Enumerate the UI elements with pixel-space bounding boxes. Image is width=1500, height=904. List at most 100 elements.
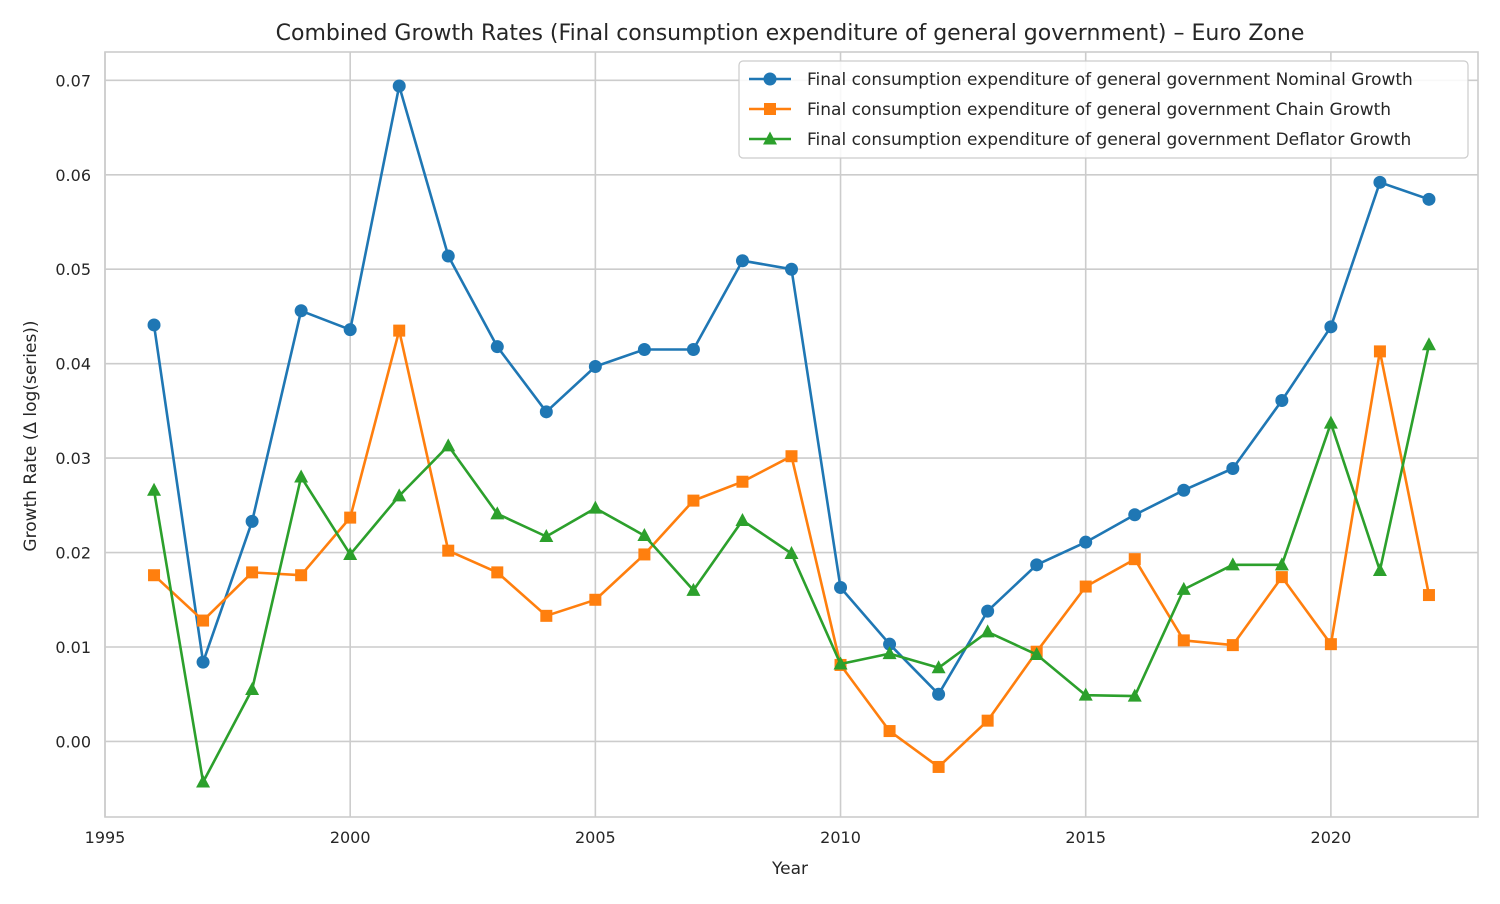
data-point (1078, 687, 1093, 701)
data-point (785, 450, 798, 463)
x-tick-label: 2020 (1311, 828, 1352, 847)
x-axis-label: Year (771, 859, 808, 879)
x-tick-label: 2005 (575, 828, 616, 847)
x-axis-ticks: 1995 2000 2005 2010 2015 2020 (85, 828, 1352, 847)
data-point (588, 360, 602, 373)
data-point (784, 546, 799, 559)
legend-entry: Final consumption expenditure of general… (749, 100, 1391, 120)
y-tick-label: 0.00 (55, 732, 91, 751)
data-point (148, 569, 161, 582)
data-point (1226, 462, 1240, 475)
data-point (883, 637, 897, 651)
y-tick-label: 0.06 (55, 166, 91, 185)
y-tick-label: 0.05 (55, 260, 91, 279)
data-point (147, 482, 162, 496)
data-point (1226, 639, 1239, 652)
series-layer (147, 79, 1436, 788)
data-point (686, 343, 700, 356)
chart-title: Combined Growth Rates (Final consumption… (276, 21, 1305, 46)
data-point (295, 569, 308, 582)
data-point (245, 682, 260, 695)
x-tick-label: 2015 (1065, 828, 1106, 847)
data-point (442, 544, 455, 557)
data-point (1373, 175, 1387, 189)
data-point (540, 609, 553, 622)
data-point (932, 760, 945, 773)
data-point (1373, 345, 1386, 358)
data-point (392, 488, 407, 502)
plot-area (104, 51, 1479, 818)
data-point (1030, 558, 1044, 572)
y-axis-label: Growth Rate (Δ log(series)) (21, 320, 41, 551)
x-tick-label: 1995 (85, 828, 126, 847)
data-point (1324, 320, 1338, 334)
axes-frame (104, 51, 1479, 818)
data-point (932, 687, 946, 701)
data-point (392, 79, 406, 93)
data-point (981, 604, 995, 618)
data-point (686, 582, 701, 596)
data-point (441, 249, 455, 263)
legend: Final consumption expenditure of general… (738, 60, 1469, 159)
data-point (735, 254, 749, 268)
data-point (490, 340, 504, 354)
data-point (491, 566, 504, 579)
data-point (834, 581, 848, 594)
y-tick-label: 0.07 (55, 71, 91, 90)
data-point (1176, 581, 1191, 595)
data-point (735, 512, 750, 526)
data-point (785, 262, 798, 276)
data-point (343, 546, 358, 560)
y-tick-label: 0.01 (55, 638, 91, 657)
data-point (1177, 483, 1191, 497)
data-point (833, 656, 848, 670)
data-point (637, 528, 652, 542)
data-point (1079, 580, 1092, 593)
data-point (1274, 557, 1289, 571)
data-point (980, 624, 995, 638)
legend-marker (763, 72, 777, 86)
data-point (294, 304, 308, 318)
x-tick-label: 2000 (330, 828, 371, 847)
y-tick-label: 0.03 (55, 449, 91, 468)
legend-marker (763, 131, 777, 145)
data-point (245, 514, 259, 528)
data-point (882, 646, 897, 660)
legend-label: Final consumption expenditure of general… (807, 130, 1411, 150)
data-point (638, 548, 651, 561)
data-point (1422, 589, 1435, 602)
legend-entry: Final consumption expenditure of general… (749, 70, 1413, 90)
data-point (637, 343, 651, 356)
data-point (589, 593, 602, 606)
data-point (1275, 571, 1288, 584)
data-point (931, 660, 946, 674)
data-point (294, 469, 309, 483)
legend-entry: Final consumption expenditure of general… (749, 130, 1411, 150)
data-point (539, 529, 554, 542)
data-point (588, 500, 603, 514)
data-point (736, 475, 749, 488)
y-tick-label: 0.02 (55, 544, 91, 563)
data-point (1029, 647, 1044, 661)
legend-box (738, 60, 1469, 159)
data-point (981, 714, 994, 727)
data-point (883, 725, 896, 738)
data-point (344, 511, 357, 524)
data-point (490, 506, 505, 520)
data-point (147, 318, 161, 332)
data-point (1079, 535, 1093, 549)
x-tick-label: 2010 (820, 828, 861, 847)
legend-marker (764, 103, 776, 115)
data-point (1177, 634, 1190, 647)
data-point (196, 774, 211, 788)
legend-label: Final consumption expenditure of general… (807, 70, 1413, 90)
data-point (1323, 415, 1338, 429)
data-point (539, 405, 553, 419)
y-tick-label: 0.04 (55, 355, 91, 374)
data-point (196, 655, 210, 669)
data-point (1127, 688, 1142, 702)
data-point (1128, 553, 1141, 566)
axes-border (104, 51, 1479, 818)
